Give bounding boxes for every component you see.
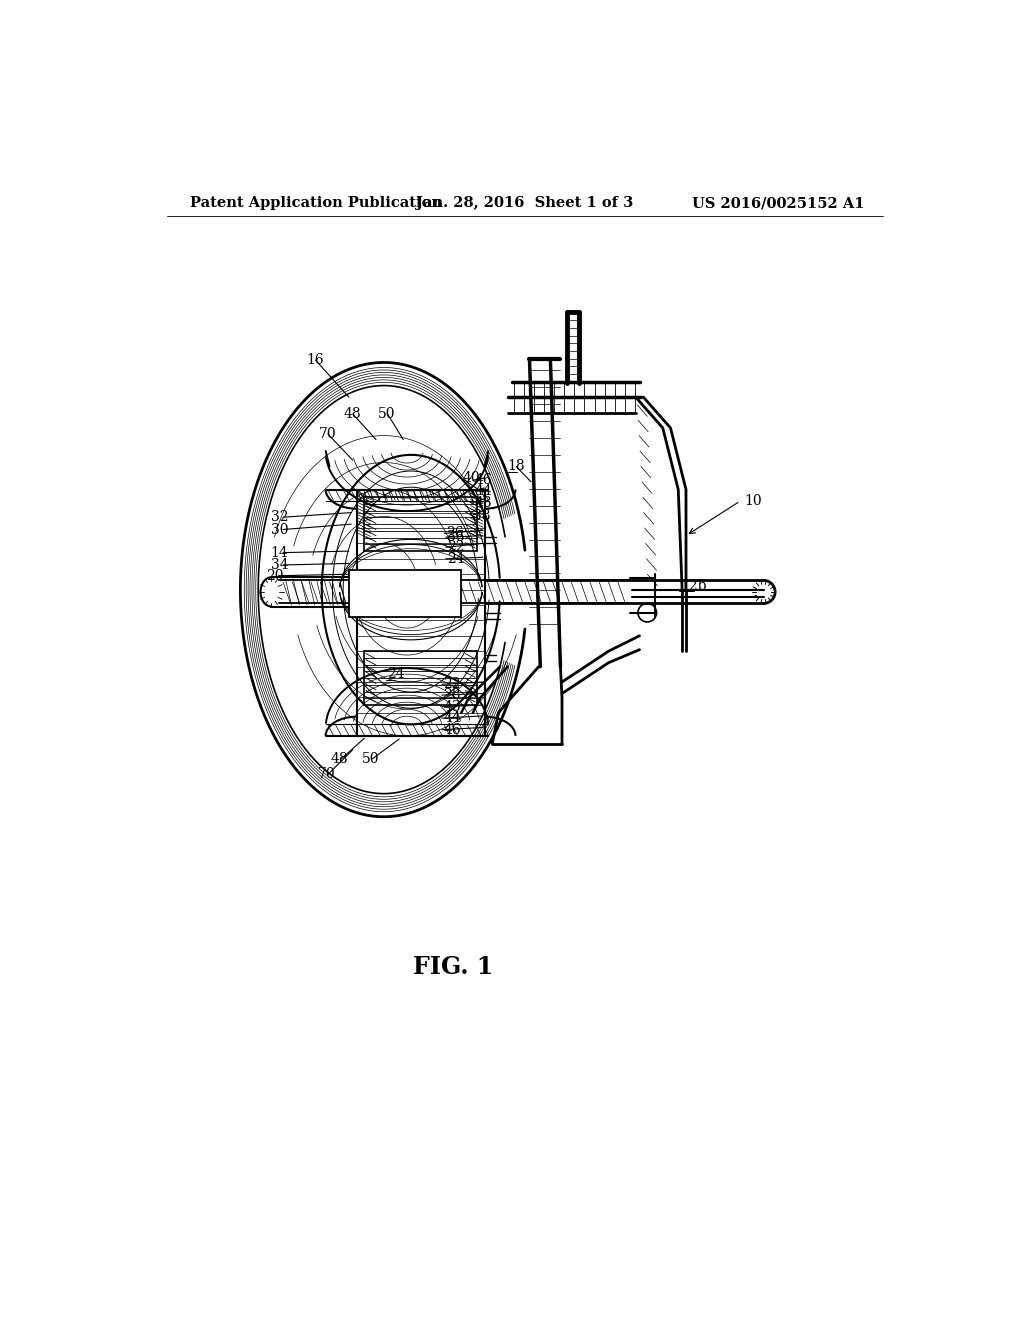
Text: 38: 38	[473, 508, 490, 523]
Text: 18: 18	[508, 459, 525, 474]
Text: 43: 43	[443, 700, 461, 714]
Text: 10: 10	[744, 494, 762, 508]
Text: 48: 48	[331, 752, 349, 766]
Text: 70: 70	[318, 428, 336, 441]
Text: 32: 32	[271, 511, 289, 524]
Text: 14: 14	[270, 545, 289, 560]
Text: 44: 44	[474, 484, 493, 498]
Text: 70: 70	[317, 767, 336, 781]
Text: Jan. 28, 2016  Sheet 1 of 3: Jan. 28, 2016 Sheet 1 of 3	[416, 197, 634, 210]
Text: 46: 46	[474, 474, 493, 487]
Text: 50: 50	[362, 752, 380, 766]
Text: 46: 46	[443, 723, 461, 737]
Text: 24: 24	[447, 552, 465, 566]
Text: 36: 36	[447, 531, 465, 544]
Text: 12b: 12b	[681, 578, 707, 593]
Text: 26: 26	[445, 527, 463, 540]
Text: 43: 43	[474, 495, 493, 510]
Text: 20: 20	[266, 569, 284, 582]
Text: 22: 22	[443, 677, 461, 692]
Text: 22: 22	[447, 540, 465, 554]
Text: 40: 40	[463, 471, 480, 484]
Text: Patent Application Publication: Patent Application Publication	[190, 197, 442, 210]
Text: 44: 44	[443, 711, 461, 725]
Text: US 2016/0025152 A1: US 2016/0025152 A1	[692, 197, 864, 210]
Text: 12a: 12a	[371, 594, 396, 609]
Text: 34: 34	[270, 558, 288, 572]
Text: FIG. 1: FIG. 1	[414, 954, 494, 979]
Text: 48: 48	[343, 407, 361, 421]
Text: 50: 50	[378, 407, 396, 421]
Text: 24: 24	[387, 668, 404, 681]
Bar	[349, 570, 461, 616]
Text: 28: 28	[443, 688, 461, 702]
Text: 30: 30	[271, 523, 289, 536]
Text: 16: 16	[306, 354, 324, 367]
